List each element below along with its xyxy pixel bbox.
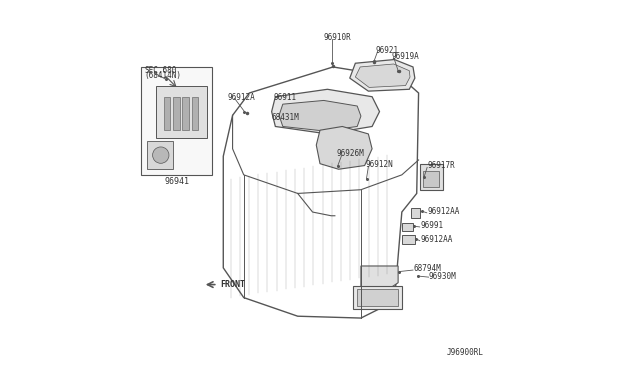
Text: 96911: 96911 xyxy=(273,93,296,102)
Polygon shape xyxy=(353,286,402,309)
Circle shape xyxy=(152,147,169,163)
Polygon shape xyxy=(420,164,443,190)
Text: J96900RL: J96900RL xyxy=(447,348,483,357)
Polygon shape xyxy=(141,67,212,175)
Text: 96912A: 96912A xyxy=(227,93,255,102)
Polygon shape xyxy=(156,86,207,138)
Polygon shape xyxy=(411,208,420,218)
Text: 96910R: 96910R xyxy=(324,33,351,42)
Bar xyxy=(164,97,170,130)
Polygon shape xyxy=(355,64,410,87)
Polygon shape xyxy=(349,60,415,91)
Polygon shape xyxy=(147,141,173,169)
Text: 96912AA: 96912AA xyxy=(427,207,460,216)
Bar xyxy=(191,97,198,130)
Text: 68794M: 68794M xyxy=(413,264,442,273)
Polygon shape xyxy=(424,171,439,187)
Text: 96926M: 96926M xyxy=(337,149,365,158)
Polygon shape xyxy=(402,235,415,244)
Text: 68431M: 68431M xyxy=(271,113,300,122)
Polygon shape xyxy=(361,266,398,290)
Text: 96912N: 96912N xyxy=(365,160,394,169)
Polygon shape xyxy=(357,289,398,306)
Text: 96919A: 96919A xyxy=(392,52,420,61)
Bar xyxy=(173,97,180,130)
Text: 96991: 96991 xyxy=(420,221,444,230)
Polygon shape xyxy=(271,89,380,134)
Text: SEC.680: SEC.680 xyxy=(145,66,177,75)
Polygon shape xyxy=(402,223,413,231)
Text: 96917R: 96917R xyxy=(428,161,456,170)
Text: 96930M: 96930M xyxy=(429,272,457,280)
Bar xyxy=(182,97,189,130)
Text: FRONT: FRONT xyxy=(220,280,245,289)
Text: 96941: 96941 xyxy=(164,177,189,186)
Polygon shape xyxy=(279,100,361,131)
Text: (68414N): (68414N) xyxy=(145,71,181,80)
Text: 96921: 96921 xyxy=(376,46,399,55)
Text: 96912AA: 96912AA xyxy=(420,235,453,244)
Polygon shape xyxy=(316,126,372,169)
